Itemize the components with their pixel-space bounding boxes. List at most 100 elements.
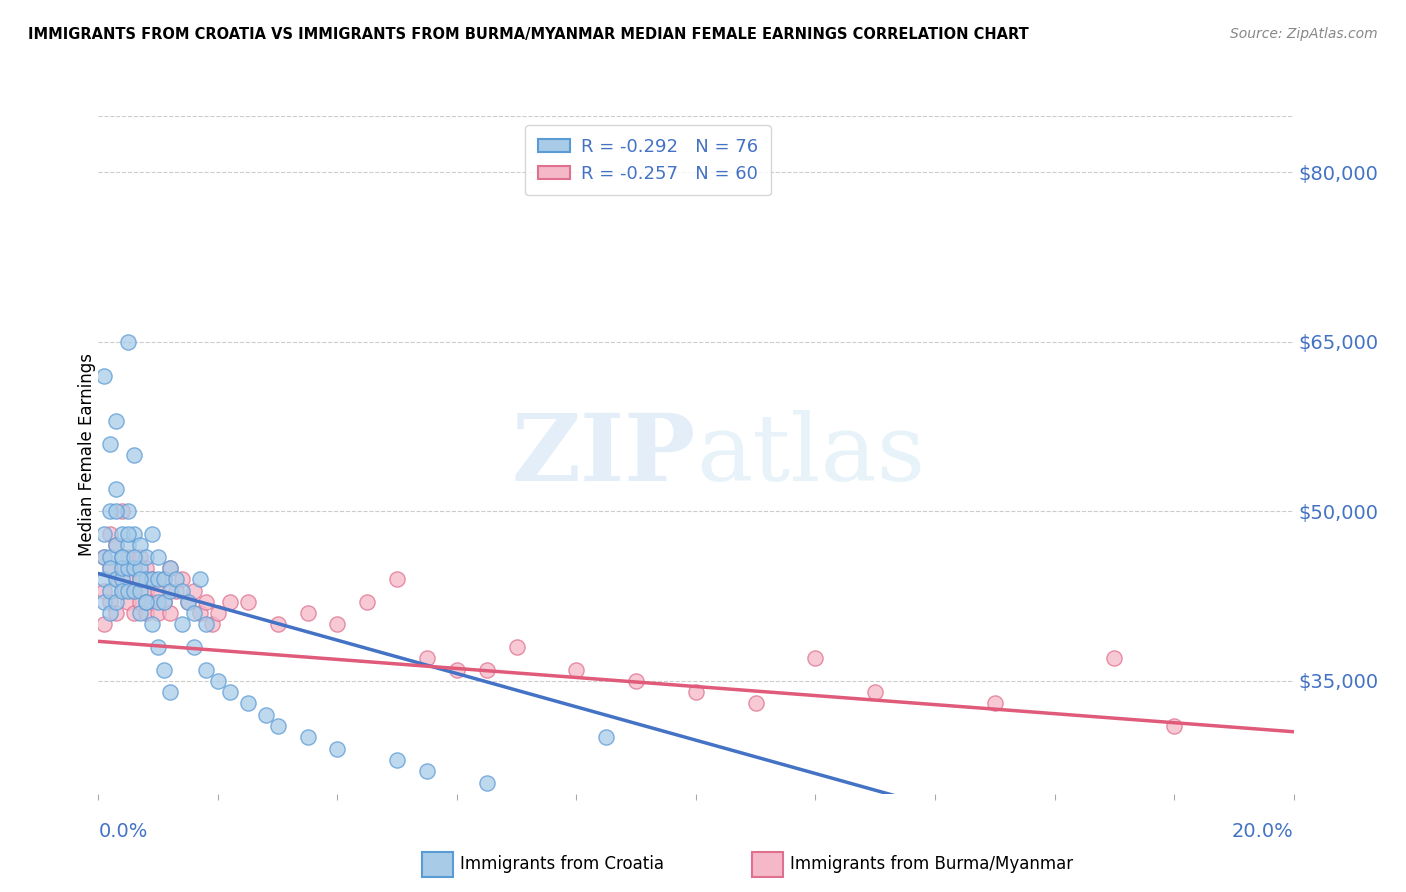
Point: [195, 595, 218, 609]
Point: [326, 741, 349, 756]
Point: [98, 504, 122, 518]
Point: [626, 673, 648, 688]
Point: [98, 583, 122, 598]
Point: [111, 583, 134, 598]
Point: [93, 617, 115, 632]
Point: [183, 583, 205, 598]
Point: [135, 595, 157, 609]
Point: [326, 617, 349, 632]
Point: [416, 764, 439, 779]
Point: [105, 572, 128, 586]
Point: [98, 561, 122, 575]
Point: [416, 651, 439, 665]
Text: atlas: atlas: [696, 410, 925, 500]
Point: [117, 595, 139, 609]
Point: [117, 572, 139, 586]
Point: [117, 334, 139, 349]
Point: [153, 572, 176, 586]
Point: [685, 685, 707, 699]
Point: [111, 583, 134, 598]
Point: [153, 572, 176, 586]
Point: [595, 731, 617, 745]
Point: [385, 753, 409, 767]
Point: [124, 448, 146, 462]
Point: [124, 549, 146, 564]
Point: [188, 606, 211, 620]
Text: ZIP: ZIP: [512, 410, 696, 500]
Point: [135, 595, 157, 609]
Point: [183, 606, 205, 620]
Point: [475, 663, 498, 677]
Point: [1104, 651, 1126, 665]
Point: [98, 527, 122, 541]
Point: [984, 697, 1007, 711]
Point: [117, 583, 139, 598]
Point: [159, 685, 181, 699]
Point: [105, 414, 128, 428]
Point: [129, 606, 152, 620]
Point: [297, 606, 319, 620]
Point: [111, 572, 134, 586]
Point: [195, 617, 218, 632]
Point: [93, 527, 115, 541]
Point: [135, 561, 157, 575]
Point: [804, 651, 827, 665]
Point: [105, 482, 128, 496]
Point: [236, 697, 259, 711]
Point: [111, 549, 134, 564]
Point: [135, 606, 157, 620]
Point: [129, 538, 152, 552]
Point: [141, 595, 163, 609]
Point: [105, 572, 128, 586]
Text: Immigrants from Burma/Myanmar: Immigrants from Burma/Myanmar: [790, 855, 1073, 873]
Point: [177, 595, 200, 609]
Point: [475, 775, 498, 789]
Point: [165, 583, 187, 598]
Point: [297, 731, 319, 745]
Point: [201, 617, 224, 632]
Point: [141, 572, 163, 586]
Point: [254, 707, 277, 722]
Point: [111, 561, 134, 575]
Point: [148, 595, 170, 609]
Point: [129, 595, 152, 609]
Point: [141, 617, 163, 632]
Point: [93, 583, 115, 598]
Point: [565, 663, 588, 677]
Point: [117, 527, 139, 541]
Point: [129, 561, 152, 575]
Point: [117, 561, 139, 575]
Point: [172, 583, 194, 598]
Point: [93, 549, 115, 564]
Point: [446, 663, 468, 677]
Point: [148, 606, 170, 620]
Point: [124, 606, 146, 620]
Point: [141, 527, 163, 541]
Point: [129, 549, 152, 564]
Point: [129, 572, 152, 586]
Point: [105, 538, 128, 552]
Text: 20.0%: 20.0%: [1232, 822, 1294, 841]
Point: [506, 640, 529, 654]
Point: [124, 561, 146, 575]
Point: [159, 561, 181, 575]
Point: [117, 538, 139, 552]
Point: [219, 685, 242, 699]
Point: [195, 663, 218, 677]
Point: [188, 572, 211, 586]
Point: [117, 549, 139, 564]
Point: [124, 561, 146, 575]
Text: Source: ZipAtlas.com: Source: ZipAtlas.com: [1230, 27, 1378, 41]
Point: [172, 572, 194, 586]
Point: [745, 697, 768, 711]
Point: [172, 617, 194, 632]
Point: [105, 595, 128, 609]
Point: [159, 583, 181, 598]
Point: [153, 663, 176, 677]
Point: [135, 583, 157, 598]
Point: [124, 583, 146, 598]
Point: [98, 595, 122, 609]
Point: [207, 673, 229, 688]
Point: [148, 583, 170, 598]
Point: [159, 606, 181, 620]
